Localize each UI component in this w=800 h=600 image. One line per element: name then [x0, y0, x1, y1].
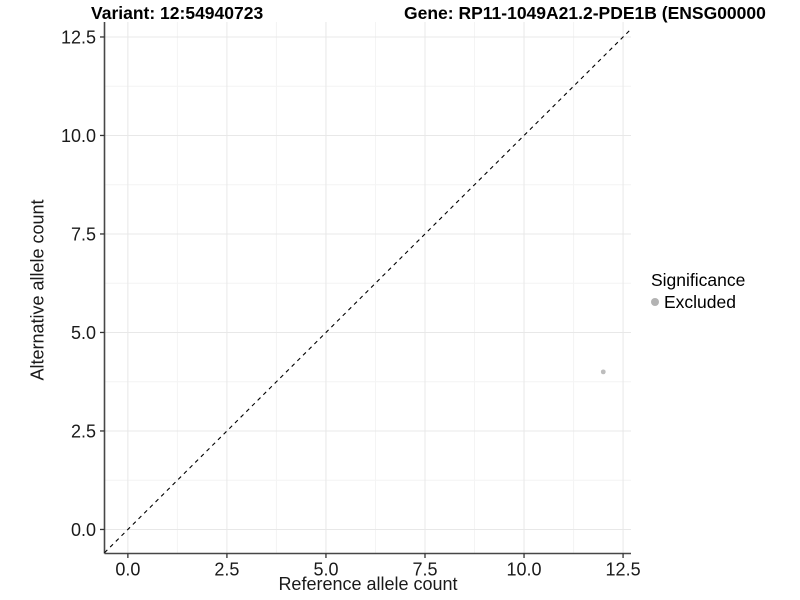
y-tick-label: 2.5: [71, 421, 96, 441]
legend-title: Significance: [651, 270, 746, 290]
x-tick-label: 5.0: [313, 560, 338, 580]
y-tick-label: 7.5: [71, 224, 96, 244]
legend-entry-excluded: Excluded: [651, 292, 745, 312]
plot-title-gene: Gene: RP11-1049A21.2-PDE1B (ENSG00000: [404, 3, 766, 23]
y-tick-label: 0.0: [71, 520, 96, 540]
y-tick-label: 5.0: [71, 323, 96, 343]
data-point: [600, 369, 606, 375]
x-tick-label: 10.0: [507, 560, 542, 580]
x-tick-label: 12.5: [606, 560, 641, 580]
legend-key-dot: [651, 298, 659, 306]
identity-reference-line: [104, 28, 632, 554]
x-tick-label: 7.5: [412, 560, 437, 580]
y-tick-label: 12.5: [61, 27, 96, 47]
x-axis-title: Reference allele count: [278, 574, 458, 594]
y-axis-title: Alternative allele count: [27, 199, 48, 381]
legend: Significance Excluded: [651, 270, 745, 312]
plot-title-variant: Variant: 12:54940723: [91, 3, 264, 23]
y-tick-label: 10.0: [61, 126, 96, 146]
x-tick-label: 0.0: [115, 560, 140, 580]
x-tick-label: 2.5: [214, 560, 239, 580]
legend-entry-label: Excluded: [664, 292, 736, 312]
